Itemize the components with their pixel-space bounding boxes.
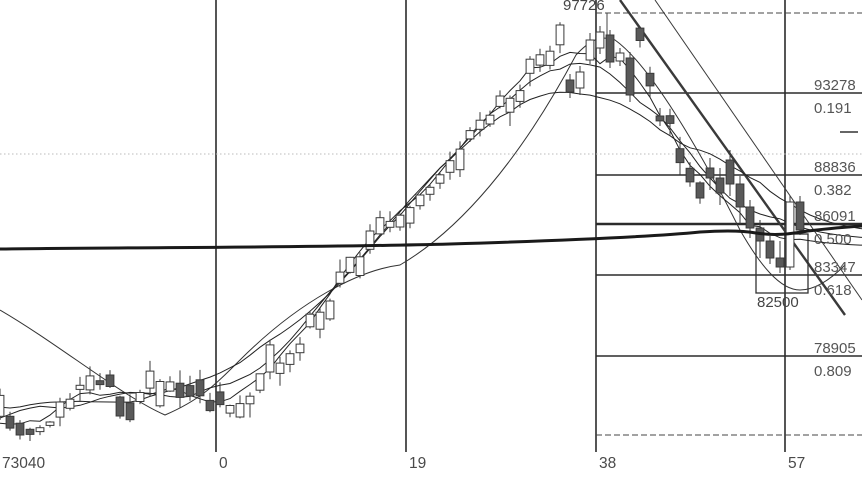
svg-text:38: 38: [599, 455, 616, 472]
svg-text:57: 57: [788, 455, 805, 472]
svg-text:0.809: 0.809: [814, 363, 852, 380]
svg-text:78905: 78905: [814, 340, 856, 357]
svg-text:86091: 86091: [814, 208, 856, 225]
svg-text:88836: 88836: [814, 159, 856, 176]
svg-text:0.191: 0.191: [814, 100, 852, 117]
svg-text:73040: 73040: [2, 455, 45, 472]
svg-text:0.618: 0.618: [814, 282, 852, 299]
svg-text:19: 19: [409, 455, 426, 472]
svg-text:93278: 93278: [814, 77, 856, 94]
svg-text:97726: 97726: [563, 0, 605, 14]
svg-text:83347: 83347: [814, 259, 856, 276]
svg-text:0.382: 0.382: [814, 182, 852, 199]
svg-text:0: 0: [219, 455, 228, 472]
svg-text:82500: 82500: [757, 294, 799, 311]
svg-text:0.500: 0.500: [814, 231, 852, 248]
